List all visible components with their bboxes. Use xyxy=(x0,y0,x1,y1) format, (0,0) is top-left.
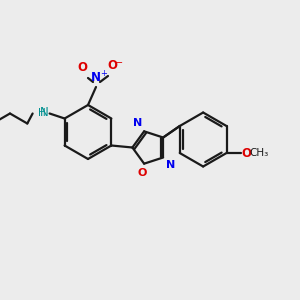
Text: N: N xyxy=(91,71,101,84)
Text: H: H xyxy=(38,107,46,118)
Text: N: N xyxy=(40,106,49,119)
Text: −: − xyxy=(115,58,123,68)
Text: +: + xyxy=(100,69,107,78)
Text: O: O xyxy=(242,146,251,160)
Text: O: O xyxy=(107,59,117,72)
Text: N: N xyxy=(166,160,176,170)
Text: N: N xyxy=(133,118,142,128)
Text: O: O xyxy=(137,168,147,178)
Text: O: O xyxy=(77,61,87,74)
Text: CH₃: CH₃ xyxy=(250,148,269,158)
